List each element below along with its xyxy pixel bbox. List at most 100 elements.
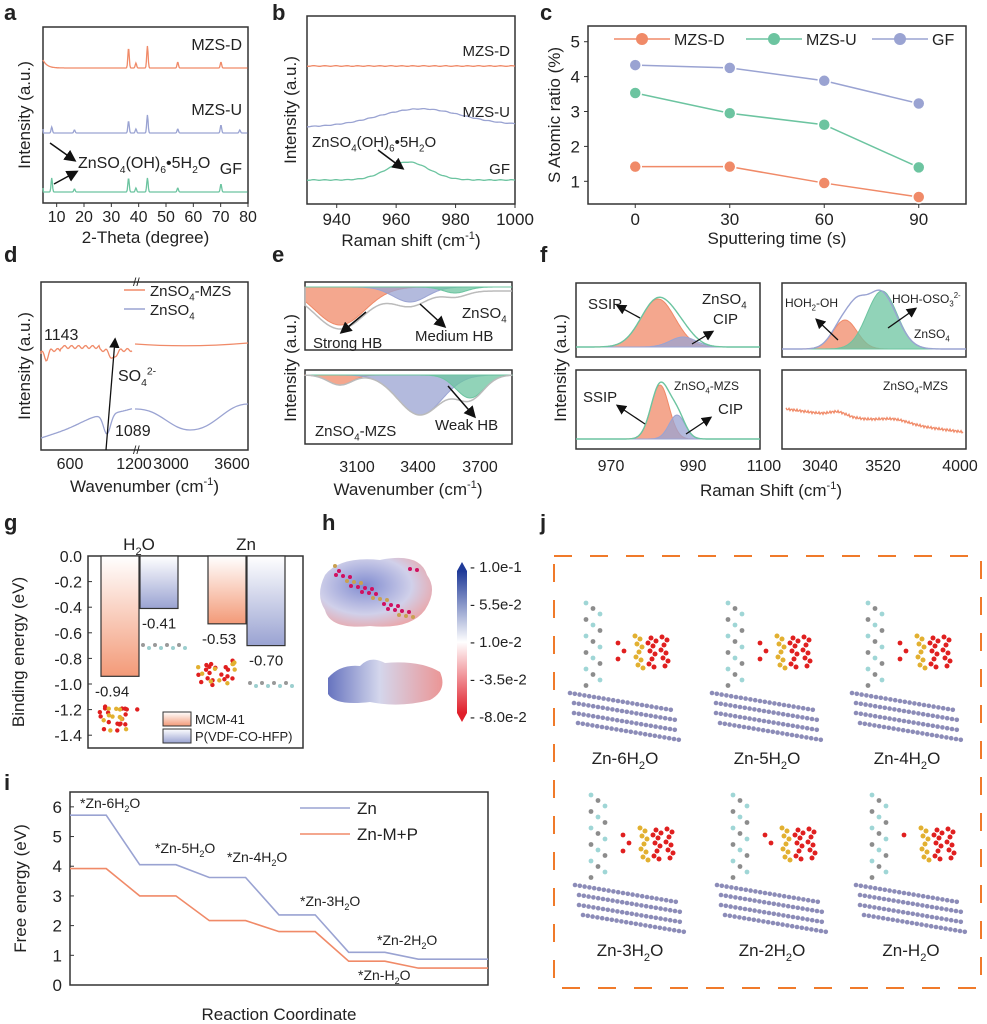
structure-label-Zn-4H2O: Zn-4H2O [874,749,941,772]
polymer-atom [739,677,745,683]
zn-atom [729,885,734,890]
subplot-label-ZnSO4: ZnSO4 [462,305,507,326]
atom [101,718,106,723]
zn-atom [634,721,639,726]
x-axis-label: Wavenumber (cm-1) [70,476,219,496]
zn-atom [591,895,596,900]
y-tick-label: 4 [571,68,580,87]
zn-atom [567,690,573,696]
silica-atom [921,644,927,650]
zn-atom [948,927,953,932]
zn-atom [954,717,960,723]
polymer-atom [865,633,871,639]
atom [349,584,353,588]
zn-atom [629,710,634,715]
zn-atom [765,919,771,925]
polymer-atom [865,650,871,655]
zn-atom [659,897,664,902]
structure-Zn-4H2O [849,600,964,743]
zn-atom [790,904,796,910]
zn-atom [676,737,682,743]
zn-atom [657,925,663,931]
polymer-atom [588,825,594,831]
polymer-atom [865,666,871,672]
zn-atom [905,910,911,916]
zn-atom [786,894,792,900]
x-tick-label: 940 [323,210,351,229]
y-tick-label: -0.2 [54,575,82,592]
zn-atom [746,916,752,922]
zn-atom [958,909,964,915]
silica-atom [944,839,950,845]
plot-frame-f-2 [781,282,967,358]
zn-atom [752,898,757,903]
zn-atom [752,717,757,722]
atom [222,677,227,682]
atom [98,714,103,719]
zn-atom [795,714,800,719]
zn-atom [717,720,723,726]
silica-atom [792,643,798,649]
panel-label-e: e [272,242,284,267]
silica-atom [654,848,660,854]
zn-atom [800,705,806,711]
silica-atom [647,648,653,654]
atom [260,681,264,685]
zn-atom [634,912,639,917]
series-line-GF [306,161,516,181]
annotation-zinc-hydroxide-sulfate: ZnSO4(OH)6•5H2O [78,155,210,176]
zn-atom [737,704,743,710]
zn-atom [862,903,868,909]
silica-atom [648,635,654,641]
zn-atom [771,710,776,715]
polymer-atom [879,644,885,650]
x-tick-label: 3100 [339,459,375,476]
zn-atom [595,915,600,920]
polymer-atom [744,869,750,875]
zn-atom [582,693,587,698]
silica-atom [781,833,787,839]
zn-atom [876,895,882,901]
polymer-atom [739,644,745,650]
silica-atom [920,657,926,663]
polymer-atom [869,825,875,831]
zn-atom [748,697,753,702]
zn-atom [753,889,758,894]
series-line-MZS-U [635,92,920,169]
zn-atom [757,909,762,914]
zn-atom [766,719,772,725]
zn-atom [892,707,897,712]
zn-atom [605,907,611,913]
zn-atom [780,711,786,717]
silica-atom [651,853,657,859]
silica-atom [786,836,792,842]
y-axis-label: Intensity (a.u.) [281,314,300,422]
zn-atom [628,920,634,926]
atom [123,712,128,717]
polymer-atom [883,836,889,842]
structure-Zn-6H2O [567,600,682,743]
zn-atom [957,928,963,934]
silica-atom [931,832,937,838]
state-label: *Zn-5H2O [155,840,215,859]
plot-frame-e-2 [304,369,513,445]
zn-atom [891,898,896,903]
silica-atom [780,846,786,852]
zn-atom [737,905,743,911]
polymer-atom [730,809,736,814]
zn-atom [615,909,620,914]
silica-atom [804,663,810,669]
zn-atom [805,897,811,903]
atom [334,573,338,577]
zn-atom [767,700,772,705]
atom [101,726,107,732]
zn-atom [804,735,809,740]
state-label: *Zn-4H2O [227,849,287,868]
atom [356,585,360,589]
arrow [447,385,476,419]
zn-atom [571,700,577,706]
silica-atom [774,633,780,639]
arrow [105,337,120,451]
plot-frame-b [306,15,516,205]
water-atom [897,640,903,646]
